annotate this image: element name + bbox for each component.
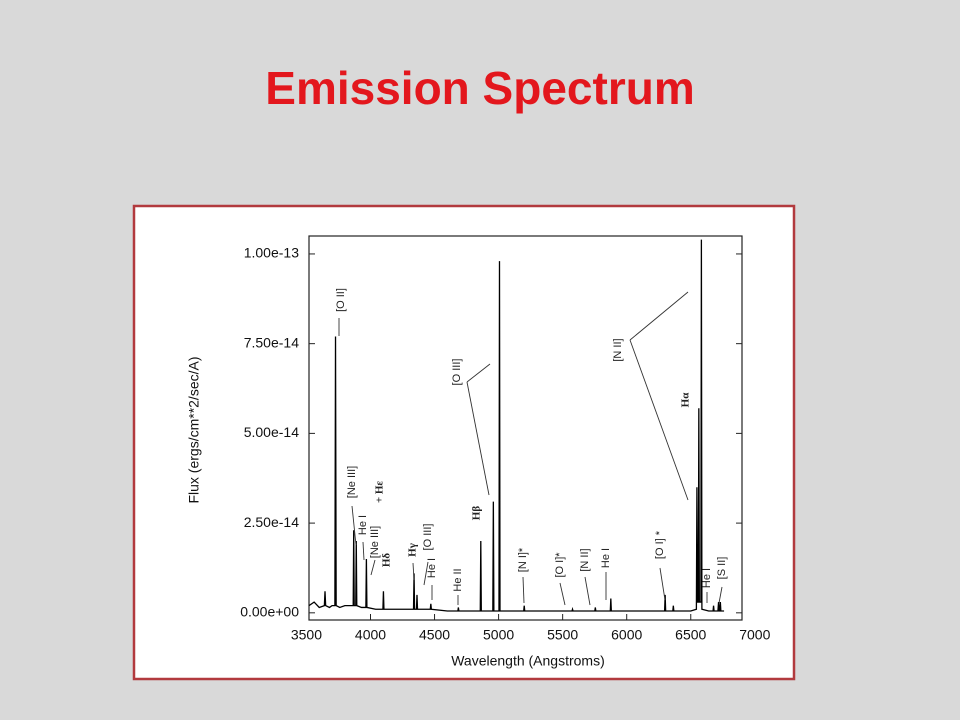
annotation-leader bbox=[559, 582, 566, 606]
spectrum-line bbox=[308, 239, 725, 612]
annotation: [S II] bbox=[716, 557, 728, 580]
annotation: [N I]* bbox=[517, 547, 529, 572]
annotation-leader bbox=[466, 381, 490, 496]
annotation-leader bbox=[412, 562, 415, 581]
annotation: [Ne III] bbox=[346, 466, 358, 498]
y-tick-label: 5.00e-14 bbox=[244, 424, 299, 440]
y-tick-label: 0.00e+00 bbox=[240, 604, 299, 620]
x-tick-label: 6000 bbox=[611, 627, 642, 643]
x-tick-label: 3500 bbox=[291, 627, 322, 643]
annotation: [N II] bbox=[612, 338, 624, 361]
x-tick-label: 4500 bbox=[419, 627, 450, 643]
annotation-leader bbox=[466, 363, 491, 383]
annotation-leader bbox=[362, 541, 365, 561]
annotation: He I bbox=[600, 548, 612, 568]
annotation: Hδ bbox=[381, 553, 393, 568]
x-tick-label: 5500 bbox=[547, 627, 578, 643]
x-tick-label: 4000 bbox=[355, 627, 386, 643]
annotation: He II bbox=[452, 568, 464, 591]
annotation: [O III] bbox=[451, 359, 463, 386]
annotation-leader bbox=[584, 576, 591, 606]
annotation-leader bbox=[522, 576, 525, 604]
annotation: He I bbox=[426, 558, 438, 578]
annotation: [O I] * bbox=[654, 530, 666, 559]
annotation: + Hε bbox=[374, 481, 386, 504]
annotation: [Ne III] bbox=[369, 526, 381, 558]
annotation-leader bbox=[629, 339, 689, 501]
annotation: [N II] bbox=[579, 548, 591, 571]
annotation: [O II] bbox=[335, 288, 347, 312]
y-tick-label: 7.50e-14 bbox=[244, 334, 299, 350]
annotation-leader bbox=[718, 586, 723, 604]
annotation: Hγ bbox=[407, 543, 419, 557]
y-axis-label: Flux (ergs/cm**2/sec/A) bbox=[186, 356, 202, 503]
annotation: [O I]* bbox=[554, 552, 566, 578]
y-tick-label: 2.50e-14 bbox=[244, 514, 299, 530]
x-tick-label: 7000 bbox=[739, 627, 770, 643]
slide-title: Emission Spectrum bbox=[265, 62, 694, 114]
y-tick-label: 1.00e-13 bbox=[244, 245, 299, 261]
annotation: He I bbox=[701, 568, 713, 588]
annotation-leader bbox=[351, 505, 357, 546]
x-axis-label: Wavelength (Angstroms) bbox=[451, 653, 605, 669]
annotation: [O III] bbox=[422, 524, 434, 551]
annotation-leader bbox=[629, 291, 689, 341]
annotation-leader bbox=[423, 561, 429, 586]
annotation-leader bbox=[659, 567, 666, 601]
chart-frame bbox=[132, 204, 796, 681]
x-tick-label: 6500 bbox=[675, 627, 706, 643]
annotation: Hβ bbox=[471, 506, 483, 521]
x-tick-label: 5000 bbox=[483, 627, 514, 643]
annotation: Hα bbox=[680, 392, 692, 408]
annotation-leader bbox=[370, 559, 376, 576]
annotation: He I bbox=[357, 515, 369, 535]
plot-area bbox=[308, 235, 743, 621]
